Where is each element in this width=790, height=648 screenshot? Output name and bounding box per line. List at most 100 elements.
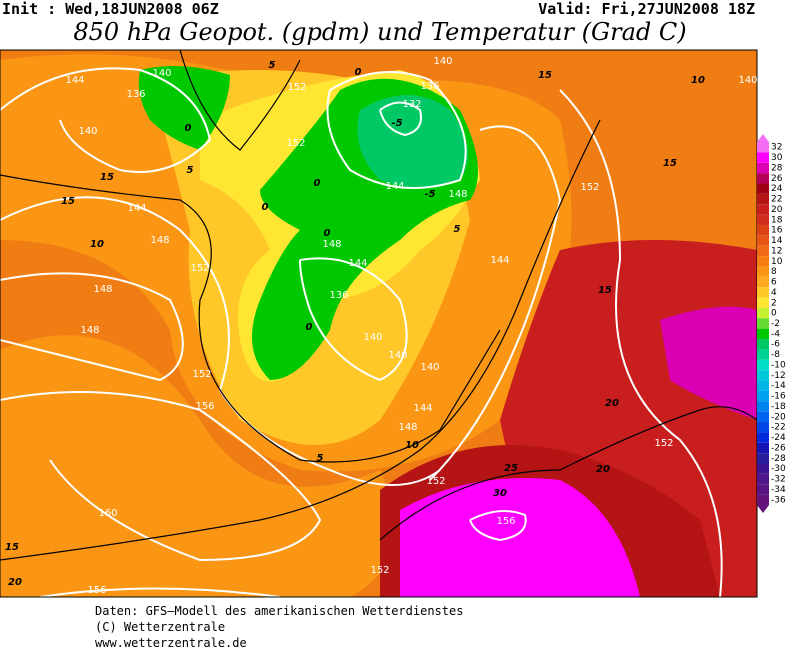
contour-label: 140 bbox=[420, 362, 439, 373]
colorbar-label: 16 bbox=[771, 226, 783, 236]
contour-label: 156 bbox=[496, 516, 515, 527]
color-swatch bbox=[757, 453, 769, 464]
contour-label: 152 bbox=[654, 438, 673, 449]
footer-line: Daten: GFS–Modell des amerikanischen Wet… bbox=[95, 604, 463, 618]
contour-label: 148 bbox=[93, 284, 112, 295]
contour-label: 140 bbox=[388, 350, 407, 361]
color-swatch bbox=[757, 463, 769, 474]
colorbar-arrow bbox=[757, 505, 769, 513]
colorbar-label: -34 bbox=[771, 485, 786, 495]
color-swatch bbox=[757, 401, 769, 412]
color-swatch bbox=[757, 307, 769, 319]
contour-label: 15 bbox=[538, 70, 552, 81]
color-swatch bbox=[757, 224, 769, 236]
color-swatch bbox=[757, 349, 769, 360]
color-swatch bbox=[757, 204, 769, 215]
color-swatch bbox=[757, 390, 769, 402]
contour-label: 144 bbox=[490, 255, 509, 266]
contour-label: 0 bbox=[324, 228, 331, 239]
colorbar-label: 0 bbox=[771, 309, 777, 319]
contour-label: 15 bbox=[61, 196, 75, 207]
colorbar-label: -30 bbox=[771, 464, 786, 474]
color-swatch bbox=[757, 328, 769, 340]
colorbar-label: 32 bbox=[771, 143, 782, 153]
color-swatch bbox=[757, 318, 769, 329]
color-swatch bbox=[757, 473, 769, 485]
contour-label: 148 bbox=[398, 422, 417, 433]
contour-label: 5 bbox=[269, 60, 276, 71]
contour-label: 148 bbox=[448, 189, 467, 200]
contour-label: 5 bbox=[454, 224, 461, 235]
contour-label: 148 bbox=[80, 325, 99, 336]
color-swatch bbox=[757, 235, 769, 246]
color-swatch bbox=[757, 173, 769, 184]
color-swatch bbox=[757, 422, 769, 433]
contour-label: 140 bbox=[738, 75, 757, 86]
colorbar-label: 30 bbox=[771, 153, 783, 163]
contour-label: 0 bbox=[185, 123, 192, 134]
contour-label: 144 bbox=[348, 258, 367, 269]
contour-label: 20 bbox=[8, 577, 22, 588]
colorbar-label: 24 bbox=[771, 184, 783, 194]
colorbar-label: -24 bbox=[771, 433, 786, 443]
colorbar-label: -8 bbox=[771, 350, 780, 360]
colorbar-label: -32 bbox=[771, 475, 786, 485]
contour-label: 144 bbox=[385, 181, 404, 192]
colorbar-label: 10 bbox=[771, 257, 783, 267]
colorbar-label: -36 bbox=[771, 495, 786, 505]
footer-line: www.wetterzentrale.de bbox=[95, 636, 247, 648]
colorbar-label: 14 bbox=[771, 236, 783, 246]
colorbar-label: -28 bbox=[771, 454, 786, 464]
contour-label: 10 bbox=[90, 239, 104, 250]
contour-label: 20 bbox=[596, 464, 610, 475]
chart-title: 850 hPa Geopot. (gpdm) und Temperatur (G… bbox=[73, 18, 686, 46]
colorbar-label: -26 bbox=[771, 443, 786, 453]
contour-label: 140 bbox=[78, 126, 97, 137]
colorbar-label: -2 bbox=[771, 319, 780, 329]
contour-label: 148 bbox=[322, 239, 341, 250]
colorbar-label: -20 bbox=[771, 412, 786, 422]
colorbar-label: -10 bbox=[771, 360, 786, 370]
contour-label: 148 bbox=[150, 235, 169, 246]
contour-label: 15 bbox=[663, 158, 677, 169]
colorbar-label: 2 bbox=[771, 298, 777, 308]
colorbar-label: -18 bbox=[771, 402, 786, 412]
color-swatch bbox=[757, 214, 769, 225]
contour-label: 140 bbox=[433, 56, 452, 67]
colorbar-label: 22 bbox=[771, 195, 782, 205]
contour-label: 0 bbox=[262, 202, 269, 213]
contour-label: 0 bbox=[355, 67, 362, 78]
colorbar-label: -22 bbox=[771, 423, 786, 433]
contour-label: 144 bbox=[127, 203, 146, 214]
footer-line: (C) Wetterzentrale bbox=[95, 620, 225, 634]
contour-label: 140 bbox=[152, 68, 171, 79]
color-swatch bbox=[757, 287, 769, 298]
colorbar-label: -14 bbox=[771, 381, 786, 391]
color-swatch bbox=[757, 494, 769, 505]
colorbar-label: 20 bbox=[771, 205, 783, 215]
contour-label: 152 bbox=[287, 82, 306, 93]
colorbar-label: 6 bbox=[771, 278, 777, 288]
color-swatch bbox=[757, 162, 769, 174]
contour-label: 140 bbox=[363, 332, 382, 343]
color-swatch bbox=[757, 297, 769, 308]
color-swatch bbox=[757, 266, 769, 277]
color-swatch bbox=[757, 484, 769, 495]
contour-label: 160 bbox=[98, 508, 117, 519]
color-swatch bbox=[757, 411, 769, 423]
contour-label: 0 bbox=[314, 178, 321, 189]
colorbar-label: -12 bbox=[771, 371, 786, 381]
contour-label: 152 bbox=[426, 476, 445, 487]
color-swatch bbox=[757, 193, 769, 205]
contour-label: 10 bbox=[691, 75, 705, 86]
colorbar-label: -6 bbox=[771, 340, 780, 350]
color-swatch bbox=[757, 152, 769, 163]
contour-label: 152 bbox=[286, 138, 305, 149]
color-swatch bbox=[757, 442, 769, 454]
colorbar-label: 28 bbox=[771, 163, 783, 173]
map bbox=[0, 50, 757, 597]
contour-label: 152 bbox=[190, 263, 209, 274]
color-swatch bbox=[757, 256, 769, 267]
contour-label: 5 bbox=[317, 453, 324, 464]
